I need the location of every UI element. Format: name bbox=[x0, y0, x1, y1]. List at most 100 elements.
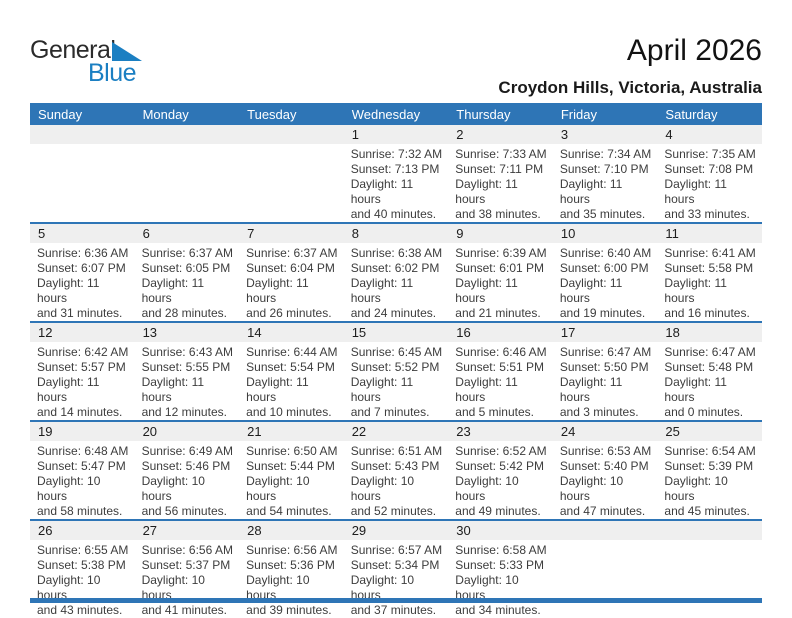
daylight-text: Daylight: 10 hours bbox=[559, 474, 624, 503]
weekday-sunday: Sunday bbox=[38, 106, 83, 122]
daylight-text: Daylight: 11 hours bbox=[37, 375, 100, 404]
day-cell: Sunrise: 6:39 AM Sunset: 6:01 PM Daylight:… bbox=[448, 246, 553, 321]
day-cell: Sunrise: 6:51 AM Sunset: 5:43 PM Daylight:… bbox=[344, 444, 449, 519]
daylight-cont-text: and 40 minutes. bbox=[350, 207, 437, 221]
day-cell: Sunrise: 6:54 AM Sunset: 5:39 PM Daylight:… bbox=[657, 444, 762, 519]
daylight-text: Daylight: 11 hours bbox=[455, 177, 518, 206]
date-number: 12 bbox=[38, 325, 53, 340]
daylight-text: Daylight: 11 hours bbox=[664, 177, 727, 206]
day-cell bbox=[239, 147, 344, 222]
daylight-cont-text: and 28 minutes. bbox=[141, 306, 227, 320]
sunrise-text: Sunrise: 7:35 AM bbox=[664, 147, 756, 161]
daylight-cont-text: and 56 minutes. bbox=[141, 504, 227, 518]
sunset-text: Sunset: 5:42 PM bbox=[455, 459, 544, 473]
sunset-text: Sunset: 6:02 PM bbox=[350, 261, 440, 275]
daylight-text: Daylight: 11 hours bbox=[455, 276, 518, 305]
sunset-text: Sunset: 5:50 PM bbox=[559, 360, 649, 374]
sunrise-text: Sunrise: 6:56 AM bbox=[141, 543, 233, 557]
date-number: 1 bbox=[351, 127, 359, 142]
week-cells: Sunrise: 6:48 AM Sunset: 5:47 PM Daylight:… bbox=[30, 441, 762, 519]
sunset-text: Sunset: 5:52 PM bbox=[350, 360, 440, 374]
day-cell: Sunrise: 6:55 AM Sunset: 5:38 PM Daylight:… bbox=[30, 543, 135, 618]
date-number: 30 bbox=[456, 523, 471, 538]
sunrise-text: Sunrise: 6:41 AM bbox=[664, 246, 756, 260]
daylight-text: Daylight: 10 hours bbox=[37, 474, 101, 503]
day-cell bbox=[553, 543, 658, 618]
daylight-cont-text: and 35 minutes. bbox=[559, 207, 646, 221]
daylight-cont-text: and 24 minutes. bbox=[350, 306, 437, 320]
sunset-text: Sunset: 5:33 PM bbox=[455, 558, 544, 572]
date-number: 15 bbox=[351, 325, 367, 340]
sunrise-text: Sunrise: 6:53 AM bbox=[559, 444, 652, 458]
date-number: 4 bbox=[665, 127, 673, 142]
date-number: 20 bbox=[142, 424, 158, 439]
week-row: 12 13 14 15 16 17 18 Sunrise: 6:42 AM Sunset: 5:… bbox=[30, 321, 762, 420]
sunrise-text: Sunrise: 6:42 AM bbox=[37, 345, 129, 359]
sunset-text: Sunset: 7:13 PM bbox=[350, 162, 440, 176]
daylight-cont-text: and 52 minutes. bbox=[350, 504, 437, 518]
sunrise-text: Sunrise: 7:34 AM bbox=[559, 147, 652, 161]
date-band: 5 6 7 8 9 10 11 bbox=[30, 224, 762, 243]
sunrise-text: Sunrise: 6:46 AM bbox=[455, 345, 547, 359]
sunrise-text: Sunrise: 6:49 AM bbox=[141, 444, 233, 458]
weekday-header-row: Sunday Monday Tuesday Wednesday Thursday… bbox=[30, 103, 762, 125]
weekday-friday: Friday bbox=[560, 106, 597, 122]
location-subtitle: Croydon Hills, Victoria, Australia bbox=[498, 78, 762, 97]
daylight-cont-text: and 58 minutes. bbox=[37, 504, 123, 518]
sunset-text: Sunset: 6:01 PM bbox=[455, 261, 544, 275]
daylight-cont-text: and 14 minutes. bbox=[37, 405, 123, 419]
daylight-cont-text: and 41 minutes. bbox=[141, 603, 227, 617]
date-number: 3 bbox=[560, 127, 569, 142]
daylight-cont-text: and 3 minutes. bbox=[559, 405, 639, 419]
sunset-text: Sunset: 6:00 PM bbox=[559, 261, 649, 275]
week-cells: Sunrise: 6:42 AM Sunset: 5:57 PM Daylight:… bbox=[30, 342, 762, 420]
date-number: 22 bbox=[351, 424, 367, 439]
day-cell: Sunrise: 6:44 AM Sunset: 5:54 PM Daylight:… bbox=[239, 345, 344, 420]
sunset-text: Sunset: 5:44 PM bbox=[246, 459, 335, 473]
sunrise-text: Sunrise: 6:37 AM bbox=[141, 246, 233, 260]
sunrise-text: Sunrise: 6:57 AM bbox=[350, 543, 443, 557]
day-cell: Sunrise: 6:47 AM Sunset: 5:50 PM Daylight:… bbox=[553, 345, 658, 420]
date-number: 29 bbox=[351, 523, 367, 538]
sunset-text: Sunset: 5:39 PM bbox=[664, 459, 754, 473]
general-blue-logo: General Blue bbox=[30, 36, 190, 92]
date-number: 27 bbox=[142, 523, 158, 538]
daylight-text: Daylight: 11 hours bbox=[141, 375, 205, 404]
day-cell: Sunrise: 7:33 AM Sunset: 7:11 PM Daylight:… bbox=[448, 147, 553, 222]
daylight-text: Daylight: 11 hours bbox=[559, 375, 623, 404]
weekday-saturday: Saturday bbox=[665, 106, 718, 122]
sunrise-text: Sunrise: 6:45 AM bbox=[350, 345, 443, 359]
weekday-monday: Monday bbox=[142, 106, 189, 122]
date-number: 2 bbox=[456, 127, 464, 142]
sunrise-text: Sunrise: 6:58 AM bbox=[455, 543, 547, 557]
day-cell: Sunrise: 6:53 AM Sunset: 5:40 PM Daylight:… bbox=[553, 444, 658, 519]
day-cell: Sunrise: 6:48 AM Sunset: 5:47 PM Daylight:… bbox=[30, 444, 135, 519]
date-number: 17 bbox=[560, 325, 576, 340]
sunset-text: Sunset: 5:54 PM bbox=[246, 360, 335, 374]
date-band: 12 13 14 15 16 17 18 bbox=[30, 323, 762, 342]
sunrise-text: Sunrise: 6:44 AM bbox=[246, 345, 338, 359]
date-number: 26 bbox=[38, 523, 53, 538]
date-band: 19 20 21 22 23 24 25 bbox=[30, 422, 762, 441]
date-band: 1 2 3 4 bbox=[30, 125, 762, 144]
daylight-cont-text: and 47 minutes. bbox=[559, 504, 646, 518]
sunrise-text: Sunrise: 6:43 AM bbox=[141, 345, 233, 359]
calendar-weeks: 1 2 3 4 Sunrise: 7:32 AM Sunset: 7:13 PM Dayli… bbox=[30, 125, 762, 618]
daylight-cont-text: and 19 minutes. bbox=[559, 306, 646, 320]
sunset-text: Sunset: 5:55 PM bbox=[141, 360, 231, 374]
day-cell: Sunrise: 6:37 AM Sunset: 6:04 PM Daylight:… bbox=[239, 246, 344, 321]
day-cell: Sunrise: 7:32 AM Sunset: 7:13 PM Daylight:… bbox=[344, 147, 449, 222]
daylight-text: Daylight: 10 hours bbox=[141, 474, 205, 503]
daylight-text: Daylight: 11 hours bbox=[246, 375, 309, 404]
daylight-cont-text: and 45 minutes. bbox=[664, 504, 750, 518]
daylight-cont-text: and 43 minutes. bbox=[37, 603, 123, 617]
date-number: 16 bbox=[456, 325, 471, 340]
daylight-text: Daylight: 11 hours bbox=[350, 177, 414, 206]
day-cell bbox=[135, 147, 240, 222]
sunrise-text: Sunrise: 6:48 AM bbox=[37, 444, 129, 458]
sunrise-text: Sunrise: 6:38 AM bbox=[350, 246, 443, 260]
daylight-cont-text: and 39 minutes. bbox=[246, 603, 332, 617]
daylight-text: Daylight: 11 hours bbox=[664, 375, 727, 404]
day-cell: Sunrise: 7:35 AM Sunset: 7:08 PM Daylight:… bbox=[657, 147, 762, 222]
